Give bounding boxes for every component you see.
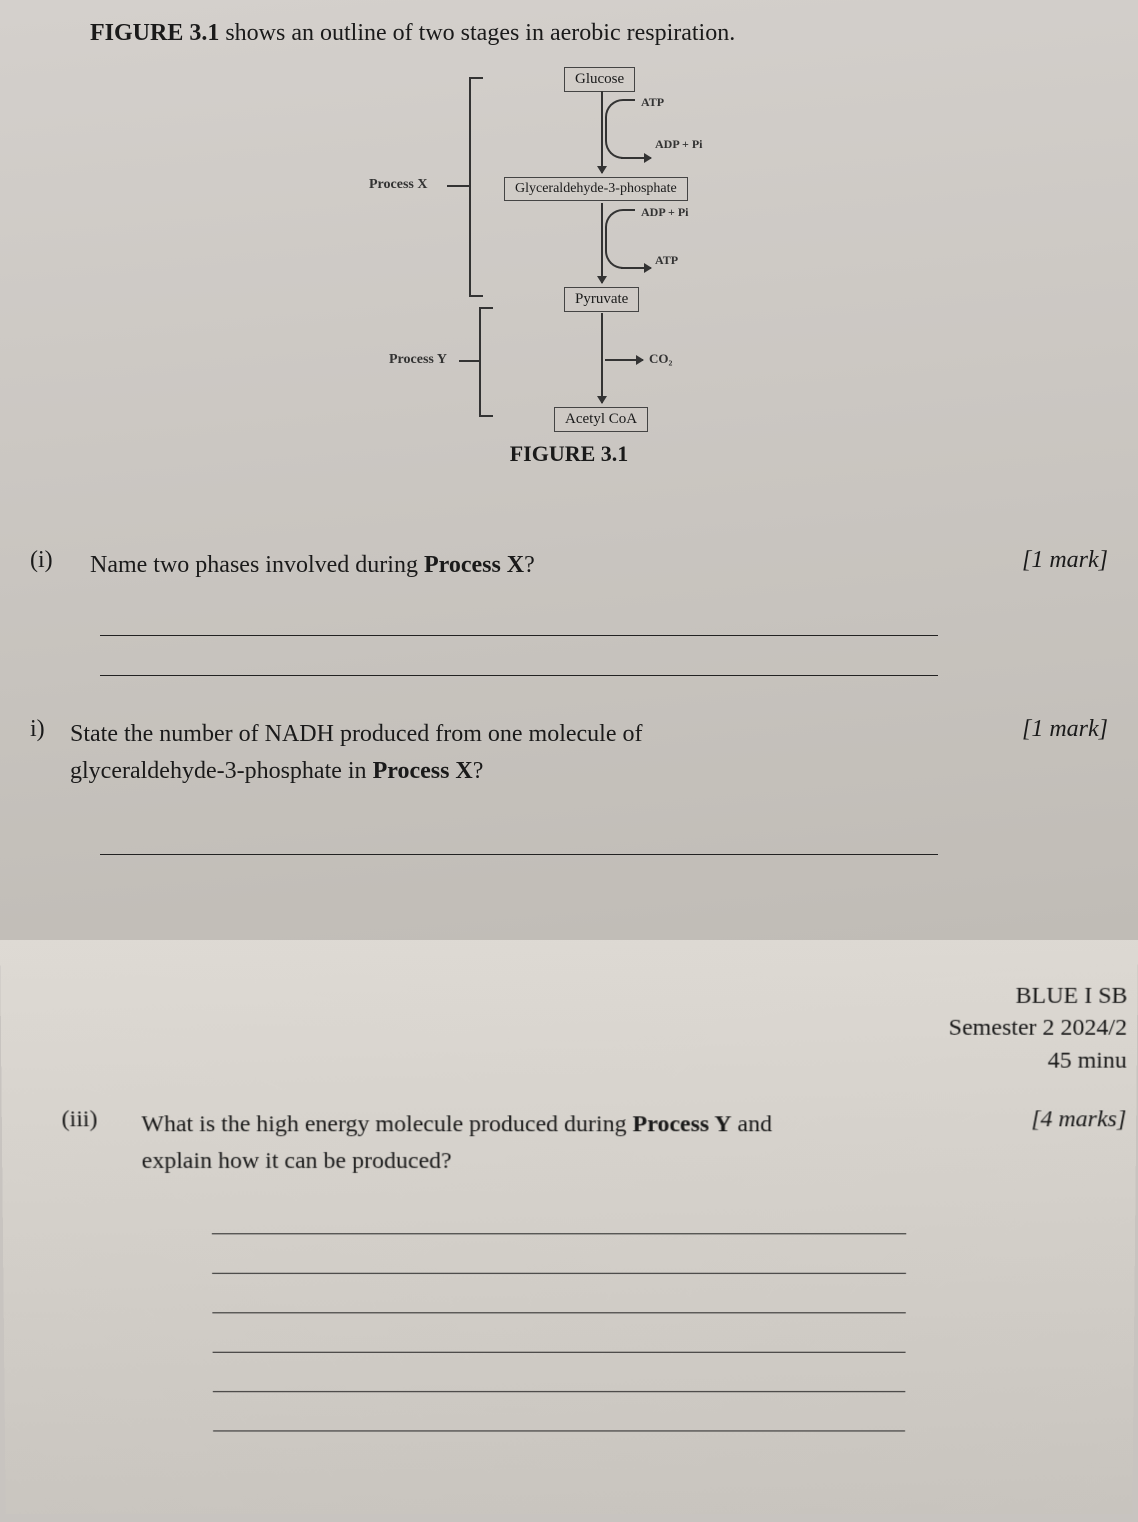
answer-line xyxy=(100,602,938,636)
label-adp2: ADP + Pi xyxy=(641,205,689,220)
header-line-3: 45 minu xyxy=(61,1045,1127,1077)
question-ii-text: State the number of NADH produced from o… xyxy=(70,716,978,790)
question-i: (i) Name two phases involved during Proc… xyxy=(30,547,1108,584)
page-header: BLUE I SB Semester 2 2024/2 45 minu xyxy=(60,980,1127,1077)
question-i-text: Name two phases involved during Process … xyxy=(90,547,978,584)
arrow-pyruvate-acetyl xyxy=(601,313,603,403)
answer-line xyxy=(212,1204,907,1234)
figure-intro-rest: shows an outline of two stages in aerobi… xyxy=(219,20,735,46)
bracket-y-tick xyxy=(459,360,479,362)
q2-line2b: Process X xyxy=(373,758,473,784)
question-iii-number: (iii) xyxy=(61,1107,141,1134)
q3-line2: explain how it can be produced? xyxy=(142,1148,452,1174)
q3-line1a: What is the high energy molecule produce… xyxy=(141,1112,632,1138)
curve-adp-in2 xyxy=(605,209,635,239)
figure-ref-bold: FIGURE 3.1 xyxy=(90,20,219,46)
arrow-co2-out xyxy=(605,359,643,361)
respiration-diagram: Glucose Glyceraldehyde-3-phosphate Pyruv… xyxy=(309,67,829,487)
question-ii-number: i) xyxy=(30,716,70,743)
bracket-process-x xyxy=(469,77,481,297)
figure-caption: FIGURE 3.1 xyxy=(309,441,829,467)
answer-line xyxy=(100,821,938,855)
label-process-x: Process X xyxy=(369,177,427,193)
label-process-y: Process Y xyxy=(389,352,447,368)
question-iii: (iii) What is the high energy molecule p… xyxy=(61,1107,1126,1181)
curve-adp-out xyxy=(605,129,635,159)
answer-line xyxy=(212,1323,905,1353)
header-line-1: BLUE I SB xyxy=(60,980,1127,1012)
q2-line2c: ? xyxy=(473,758,484,784)
arrow-glucose-g3p xyxy=(601,91,603,173)
page-1: FIGURE 3.1 shows an outline of two stage… xyxy=(0,0,1138,940)
bracket-x-tick xyxy=(447,185,469,187)
node-g3p: Glyceraldehyde-3-phosphate xyxy=(504,177,688,201)
arrow-atp-out2 xyxy=(621,267,651,269)
question-ii-answer-area xyxy=(100,821,938,855)
label-atp1: ATP xyxy=(641,95,664,110)
q1-part-b: Process X xyxy=(424,552,524,578)
curve-atp-in xyxy=(605,99,635,129)
node-glucose: Glucose xyxy=(564,67,635,92)
question-i-number: (i) xyxy=(30,547,90,574)
q2-line1: State the number of NADH produced from o… xyxy=(70,721,643,747)
q1-part-c: ? xyxy=(524,552,535,578)
arrow-adp-out xyxy=(621,157,651,159)
question-iii-marks: [4 marks] xyxy=(997,1107,1127,1134)
question-iii-answer-area xyxy=(212,1204,907,1431)
question-i-answer-area xyxy=(100,602,938,676)
question-ii-marks: [1 mark] xyxy=(978,716,1108,743)
question-iii-text: What is the high energy molecule produce… xyxy=(141,1107,997,1181)
q1-part-a: Name two phases involved during xyxy=(90,552,424,578)
curve-atp-out2 xyxy=(605,239,635,269)
arrow-g3p-pyruvate xyxy=(601,203,603,283)
header-line-2: Semester 2 2024/2 xyxy=(61,1012,1128,1044)
figure-intro: FIGURE 3.1 shows an outline of two stage… xyxy=(90,20,1108,47)
answer-line xyxy=(213,1362,906,1392)
q3-line1c: and xyxy=(732,1112,773,1138)
page-2: BLUE I SB Semester 2 2024/2 45 minu (iii… xyxy=(0,940,1138,1514)
answer-line xyxy=(212,1283,906,1313)
node-acetyl: Acetyl CoA xyxy=(554,407,648,432)
question-i-marks: [1 mark] xyxy=(978,547,1108,574)
answer-line xyxy=(212,1244,906,1274)
label-atp2: ATP xyxy=(655,253,678,268)
q2-line2a: glyceraldehyde-3-phosphate in xyxy=(70,758,373,784)
node-pyruvate: Pyruvate xyxy=(564,287,639,312)
answer-line xyxy=(213,1402,905,1431)
bracket-process-y xyxy=(479,307,491,417)
label-adp1: ADP + Pi xyxy=(655,137,703,152)
answer-line xyxy=(100,642,938,676)
label-co2: CO₂ xyxy=(649,351,672,367)
question-ii: i) State the number of NADH produced fro… xyxy=(30,716,1108,790)
q3-line1b: Process Y xyxy=(633,1112,732,1138)
